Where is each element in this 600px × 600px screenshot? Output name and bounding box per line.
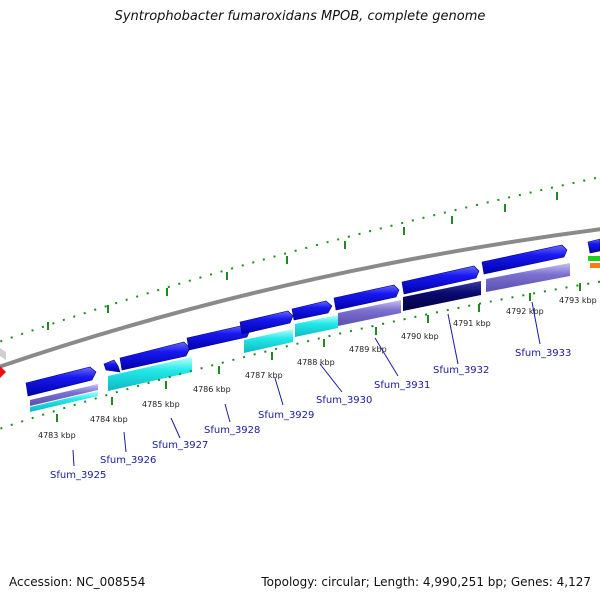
gene-arrow — [587, 238, 600, 254]
gene-arrow — [481, 244, 568, 275]
scale-label: 4783 kbp — [38, 431, 76, 440]
scale-label: 4791 kbp — [453, 319, 491, 328]
scale-label: 4784 kbp — [90, 415, 128, 424]
scale-label: 4786 kbp — [193, 385, 231, 394]
partial-gene-left — [0, 348, 6, 360]
gene-arrow — [401, 265, 480, 295]
forward-gene-track — [25, 238, 600, 397]
scale-label: 4793 kbp — [559, 296, 597, 305]
gene-labels: Sfum_3925 Sfum_3926 Sfum_3927 Sfum_3928 … — [50, 348, 571, 481]
scale-label: 4787 kbp — [245, 371, 283, 380]
feature-bar — [30, 391, 98, 412]
gene-leader-lines — [72, 301, 541, 467]
genome-backbone — [0, 227, 600, 369]
scale-major-ticks — [56, 283, 581, 422]
gene-label: Sfum_3926 — [100, 455, 156, 466]
scale-labels: 4783 kbp 4784 kbp 4785 kbp 4786 kbp 4787… — [38, 296, 597, 440]
feature-bar — [30, 384, 98, 406]
gene-label: Sfum_3929 — [258, 410, 314, 421]
gene-arrow — [25, 366, 97, 397]
gene-label: Sfum_3932 — [433, 365, 489, 376]
annotation-feature-track — [30, 263, 570, 412]
orange-feature-right — [590, 263, 600, 268]
feature-bar — [108, 357, 192, 391]
gene-label: Sfum_3931 — [374, 380, 430, 391]
green-feature-right — [588, 256, 600, 261]
gene-label: Sfum_3927 — [152, 440, 208, 451]
red-feature-left — [0, 366, 6, 378]
scale-label: 4790 kbp — [401, 332, 439, 341]
gene-label: Sfum_3933 — [515, 348, 571, 359]
gene-arrow — [119, 341, 191, 371]
accession-text: Accession: NC_008554 — [9, 575, 146, 589]
gene-label: Sfum_3930 — [316, 395, 372, 406]
feature-bar — [244, 329, 293, 353]
gene-arrow — [103, 359, 121, 373]
gene-arrow — [291, 300, 333, 321]
gene-label: Sfum_3925 — [50, 470, 106, 481]
feature-bar — [486, 263, 570, 292]
scale-label: 4788 kbp — [297, 358, 335, 367]
scale-label: 4789 kbp — [349, 345, 387, 354]
gene-arrow — [186, 324, 251, 351]
feature-bar — [403, 281, 481, 311]
gene-arrow — [239, 310, 294, 335]
scale-label: 4792 kbp — [506, 307, 544, 316]
outer-major-ticks — [47, 192, 558, 330]
map-title: Syntrophobacter fumaroxidans MPOB, compl… — [114, 9, 486, 24]
gene-label: Sfum_3928 — [204, 425, 260, 436]
gene-arrow — [333, 284, 400, 311]
feature-bar — [295, 315, 338, 337]
scale-label: 4785 kbp — [142, 400, 180, 409]
feature-bar — [338, 300, 401, 326]
genome-summary-text: Topology: circular; Length: 4,990,251 bp… — [261, 575, 591, 589]
